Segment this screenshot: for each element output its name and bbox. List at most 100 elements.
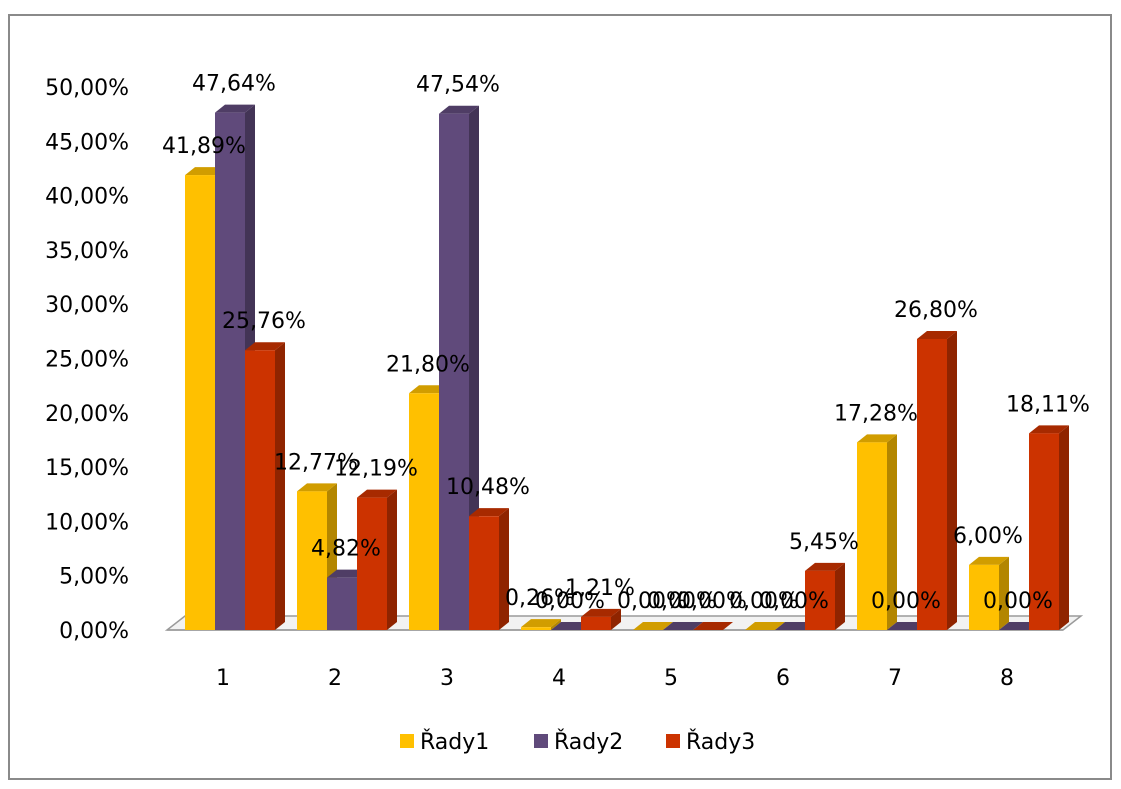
bar [357, 489, 397, 630]
data-label: 0,00% [677, 589, 747, 614]
x-tick-label: 4 [552, 666, 566, 691]
x-tick-label: 7 [888, 666, 902, 691]
bar [297, 483, 337, 630]
bar-front [409, 393, 439, 630]
data-label: 0,00% [647, 589, 717, 614]
data-label: 10,48% [446, 475, 530, 500]
y-tick-label: 50,00% [45, 76, 129, 101]
x-tick-label: 1 [216, 666, 230, 691]
data-label: 12,19% [334, 457, 418, 482]
bar-side [469, 105, 479, 631]
bar [917, 330, 957, 630]
data-label: 0,00% [759, 589, 829, 614]
bar-top [521, 619, 561, 628]
bar-top [745, 622, 785, 630]
bar [581, 608, 621, 630]
data-label: 47,64% [192, 72, 276, 97]
y-tick-label: 30,00% [45, 293, 129, 318]
y-tick-label: 10,00% [45, 510, 129, 535]
bar-chart: 0,00%5,00%10,00%15,00%20,00%25,00%30,00%… [45, 72, 1090, 755]
bar-top [1029, 425, 1069, 434]
data-label: 26,80% [894, 298, 978, 323]
bar-top [857, 434, 897, 443]
bar-top [245, 342, 285, 351]
bar-top [439, 105, 479, 114]
bar [521, 619, 561, 630]
data-label: 12,77% [274, 450, 358, 475]
data-label: 0,00% [871, 589, 941, 614]
bar-front [215, 112, 245, 631]
bar [439, 105, 479, 631]
bar-top [297, 483, 337, 492]
bar-side [275, 342, 285, 630]
bar-front [805, 570, 835, 630]
bar-front [327, 577, 357, 630]
bar-side [887, 434, 897, 630]
legend-swatch [534, 734, 548, 748]
bar-front [245, 350, 275, 630]
data-label: 0,00% [617, 589, 687, 614]
x-tick-label: 3 [440, 666, 454, 691]
bar-front [581, 616, 611, 630]
bar [857, 434, 897, 630]
bar-top [357, 489, 397, 498]
bar-top [805, 562, 845, 571]
bar [663, 622, 703, 630]
data-label: 6,00% [953, 524, 1023, 549]
y-tick-label: 35,00% [45, 239, 129, 264]
data-label: 5,45% [789, 530, 859, 555]
bar-side [999, 556, 1009, 630]
bar-top [663, 622, 703, 630]
data-label: 0,26% [505, 586, 575, 611]
legend-swatch [400, 734, 414, 748]
bar [245, 342, 285, 630]
bar-side [499, 508, 509, 630]
data-label: 21,80% [386, 352, 470, 377]
bar [633, 622, 673, 630]
bar-front [297, 491, 327, 630]
bar-top [917, 330, 957, 339]
bar-front [521, 627, 551, 630]
bar-front [969, 564, 999, 630]
legend-label: Řady2 [554, 729, 623, 755]
x-tick-label: 2 [328, 666, 342, 691]
bar-front [357, 497, 387, 630]
data-label: 25,76% [222, 309, 306, 334]
data-label: 47,54% [416, 73, 500, 98]
legend-label: Řady1 [420, 729, 489, 755]
y-tick-label: 45,00% [45, 130, 129, 155]
y-tick-label: 40,00% [45, 185, 129, 210]
bar [805, 562, 845, 630]
bar-front [1029, 433, 1059, 630]
bar-top [633, 622, 673, 630]
x-tick-label: 5 [664, 666, 678, 691]
bar [693, 622, 733, 630]
bar-front [917, 338, 947, 630]
bar-top [969, 556, 1009, 565]
y-tick-label: 25,00% [45, 348, 129, 373]
bar-side [611, 608, 621, 630]
x-tick-label: 8 [1000, 666, 1014, 691]
data-label: 41,89% [162, 134, 246, 159]
bar-front [185, 175, 215, 631]
bar-front [857, 442, 887, 630]
bar-top [215, 104, 255, 113]
bar [745, 622, 785, 630]
bar-front [439, 113, 469, 631]
data-label: 18,11% [1006, 392, 1090, 417]
y-tick-label: 20,00% [45, 402, 129, 427]
bar-side [551, 619, 561, 630]
bar-side [947, 330, 957, 630]
y-tick-label: 15,00% [45, 456, 129, 481]
bar-side [1059, 425, 1069, 630]
x-tick-label: 6 [776, 666, 790, 691]
data-label: 0,00% [729, 589, 799, 614]
bar-top [693, 622, 733, 630]
data-label: 17,28% [834, 401, 918, 426]
chart-frame: 0,00% 5,00% 10,00% 15,00% 20,00% 25,00% 30,00%… [8, 14, 1112, 780]
bar-side [835, 562, 845, 630]
bar-side [387, 489, 397, 630]
legend-swatch [666, 734, 680, 748]
data-label: 0,00% [535, 589, 605, 614]
bar [969, 556, 1009, 630]
